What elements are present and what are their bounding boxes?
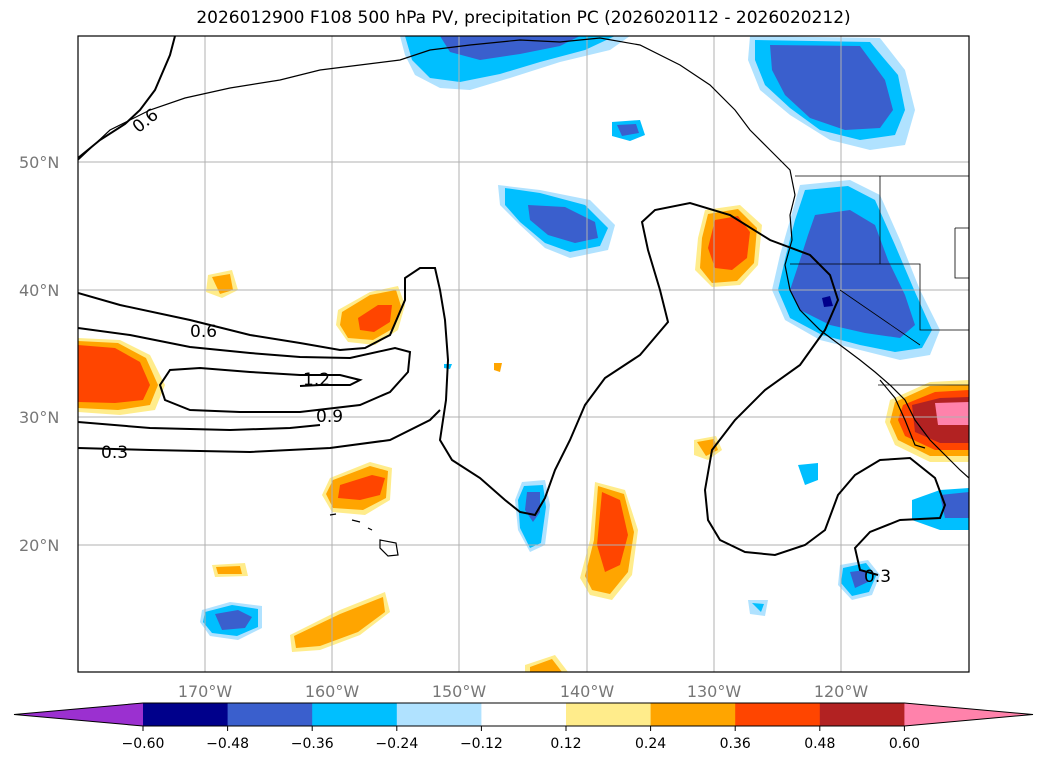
precip-negative-area xyxy=(770,45,893,130)
precip-positive-area xyxy=(597,492,628,572)
precip-negative-area xyxy=(822,296,833,307)
lat-label: 20°N xyxy=(19,536,59,555)
precip-negative-area xyxy=(940,492,969,518)
colorbar-tick-label: 0.36 xyxy=(720,736,751,752)
map-frame xyxy=(77,35,970,673)
precip-shading xyxy=(78,36,969,672)
colorbar-tick-label: 0.48 xyxy=(804,736,835,752)
pv-contour-line xyxy=(78,201,947,576)
lat-labels: 50°N 40°N 30°N 20°N xyxy=(19,153,59,555)
colorbar-segment xyxy=(312,703,398,726)
lon-label: 150°W xyxy=(432,682,487,701)
colorbar-tick-label: −0.12 xyxy=(460,736,503,752)
precip-negative-area xyxy=(617,124,639,136)
alaska-coastline xyxy=(78,37,796,196)
lon-label: 120°W xyxy=(814,682,869,701)
pv-contour-label: 0.3 xyxy=(101,443,128,463)
precip-positive-area xyxy=(708,216,750,270)
pv-contours xyxy=(78,36,947,576)
state-borders xyxy=(790,175,969,386)
colorbar-tick-label: −0.24 xyxy=(375,736,418,752)
pv-contour-line xyxy=(78,421,321,432)
pv-contour-labels: 0.6 0.6 1.2 0.9 0.3 0.3 xyxy=(101,105,891,587)
colorbar-segment xyxy=(650,703,736,726)
map-title: 2026012900 F108 500 hPa PV, precipitatio… xyxy=(196,8,851,28)
coastlines xyxy=(78,37,969,557)
precip-positive-area xyxy=(78,345,150,403)
state-border xyxy=(790,263,969,331)
precip-negative-area xyxy=(850,570,868,588)
pv-contour-label: 1.2 xyxy=(303,370,330,390)
colorbar-segment xyxy=(735,703,821,726)
lon-labels: 170°W 160°W 150°W 140°W 130°W 120°W xyxy=(178,682,869,701)
precip-negative-area xyxy=(528,205,598,243)
colorbar-segment xyxy=(481,703,567,726)
pv-contour-label: 0.3 xyxy=(864,567,891,587)
precip-positive-area xyxy=(530,659,562,672)
precip-positive-area xyxy=(212,274,233,294)
baja-coastline xyxy=(879,379,926,449)
precip-negative-area xyxy=(798,463,818,485)
north-america-coastline xyxy=(784,194,969,479)
pv-contour-label: 0.6 xyxy=(129,105,163,137)
precip-negative-area xyxy=(215,610,252,630)
hawaii-islands xyxy=(329,513,399,557)
precip-negative-area xyxy=(440,36,580,60)
colorbar-segment xyxy=(396,703,482,726)
colorbar-extension-max xyxy=(904,703,1033,726)
colorbar-tick-label: −0.36 xyxy=(291,736,334,752)
precip-positive-area xyxy=(338,475,385,500)
precip-positive-area xyxy=(697,439,718,456)
colorbar-tick-label: 0.60 xyxy=(889,736,920,752)
lon-label: 160°W xyxy=(305,682,360,701)
gridlines xyxy=(78,36,969,672)
state-border xyxy=(954,227,969,279)
colorbar-segment xyxy=(143,703,229,726)
pv-contour-line xyxy=(78,327,412,413)
precip-positive-area xyxy=(216,566,242,574)
lon-label: 140°W xyxy=(560,682,615,701)
lat-label: 30°N xyxy=(19,408,59,427)
precip-positive-area xyxy=(935,402,969,425)
colorbar-segment xyxy=(566,703,652,726)
colorbar-extension-min xyxy=(14,703,143,726)
colorbar-tick-label: 0.24 xyxy=(635,736,666,752)
pv-contour-label: 0.9 xyxy=(316,407,343,427)
lon-label: 170°W xyxy=(178,682,233,701)
colorbar-tick-label: −0.48 xyxy=(206,736,249,752)
precip-positive-area xyxy=(358,305,392,332)
precip-positive-area xyxy=(494,363,502,372)
pv-contour-line xyxy=(78,409,441,454)
state-border xyxy=(839,289,921,346)
lon-label: 130°W xyxy=(687,682,742,701)
colorbar-tick-label: −0.60 xyxy=(122,736,165,752)
colorbar-tick-label: 0.12 xyxy=(550,736,581,752)
colorbar-segment xyxy=(227,703,313,726)
pv-contour-line xyxy=(78,36,176,159)
colorbar-segment xyxy=(819,703,905,726)
pv-contour-label: 0.6 xyxy=(190,322,217,342)
colorbar: −0.60 −0.48 −0.36 −0.24 −0.12 0.12 0.24 0.36 0.4… xyxy=(13,702,1034,752)
precip-negative-area xyxy=(752,603,764,612)
lat-label: 40°N xyxy=(19,281,59,300)
map-content: 0.6 0.6 1.2 0.9 0.3 0.3 xyxy=(78,36,969,672)
precip-negative-area xyxy=(790,210,915,338)
lat-label: 50°N xyxy=(19,153,59,172)
precip-positive-area xyxy=(294,597,385,648)
